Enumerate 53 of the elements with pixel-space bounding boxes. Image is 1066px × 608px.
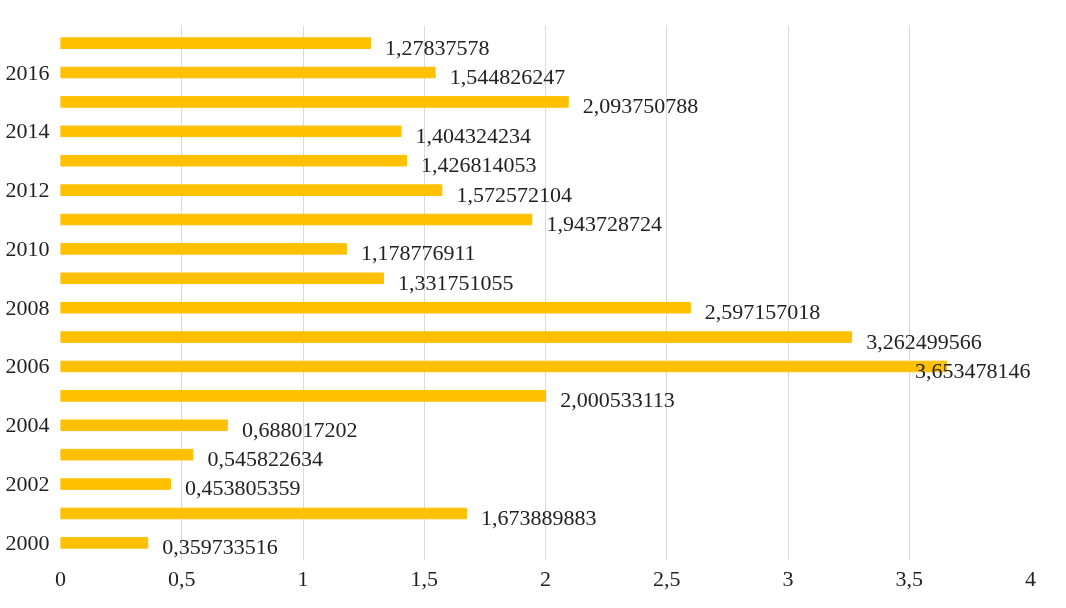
data-label: 1,178776911 bbox=[360, 240, 476, 266]
y-tick-label: 2004 bbox=[5, 412, 50, 438]
bar bbox=[60, 507, 467, 520]
data-label: 2,000533113 bbox=[560, 387, 675, 413]
bar bbox=[60, 213, 533, 226]
data-label: 3,653478146 bbox=[915, 357, 1031, 383]
x-tick-label: 1,5 bbox=[410, 565, 438, 591]
x-tick-label: 2 bbox=[540, 565, 551, 591]
bar bbox=[60, 184, 443, 196]
bar bbox=[60, 478, 172, 490]
y-tick-label: 2012 bbox=[5, 177, 50, 203]
data-label: 1,673889883 bbox=[480, 504, 597, 530]
bar bbox=[60, 390, 547, 402]
bar bbox=[60, 66, 436, 79]
bar bbox=[60, 301, 691, 314]
bar bbox=[60, 272, 384, 285]
data-label: 1,544826247 bbox=[449, 63, 566, 89]
y-tick-label: 2002 bbox=[5, 471, 50, 497]
bar bbox=[60, 419, 228, 432]
bar bbox=[60, 537, 149, 549]
y-tick-label: 2016 bbox=[5, 59, 50, 85]
data-label: 3,262499566 bbox=[866, 328, 982, 354]
x-tick-label: 4 bbox=[1025, 565, 1036, 591]
y-tick-label: 2008 bbox=[5, 294, 50, 320]
bar bbox=[60, 243, 347, 255]
data-label: 0,545822634 bbox=[207, 446, 323, 472]
x-tick-label: 3 bbox=[782, 565, 794, 591]
y-tick-label: 2000 bbox=[5, 529, 50, 555]
x-tick-label: 1 bbox=[297, 565, 309, 591]
data-label: 0,359733516 bbox=[162, 534, 278, 560]
data-label: 0,688017202 bbox=[241, 416, 358, 442]
data-label: 1,331751055 bbox=[398, 269, 514, 295]
y-tick-label: 2006 bbox=[5, 353, 50, 379]
data-label: 1,943728724 bbox=[546, 210, 662, 236]
bar bbox=[60, 331, 853, 343]
bar bbox=[60, 448, 194, 461]
data-label: 2,093750788 bbox=[582, 93, 699, 119]
x-tick-label: 3,5 bbox=[895, 565, 923, 591]
data-label: 0,453805359 bbox=[185, 475, 301, 501]
y-tick-label: 2014 bbox=[5, 118, 50, 144]
bar bbox=[60, 96, 569, 108]
bar bbox=[60, 154, 407, 167]
bar bbox=[60, 37, 372, 49]
data-label: 1,404324234 bbox=[415, 122, 532, 148]
data-label: 1,426814053 bbox=[421, 152, 537, 178]
data-label: 1,27837578 bbox=[385, 34, 490, 60]
bar bbox=[60, 125, 402, 138]
x-tick-label: 2,5 bbox=[653, 565, 681, 591]
y-tick-label: 2010 bbox=[5, 235, 50, 261]
x-tick-label: 0 bbox=[55, 565, 66, 591]
data-label: 1,572572104 bbox=[456, 181, 572, 207]
x-tick-label: 0,5 bbox=[168, 565, 196, 591]
data-label: 2,597157018 bbox=[704, 299, 821, 325]
